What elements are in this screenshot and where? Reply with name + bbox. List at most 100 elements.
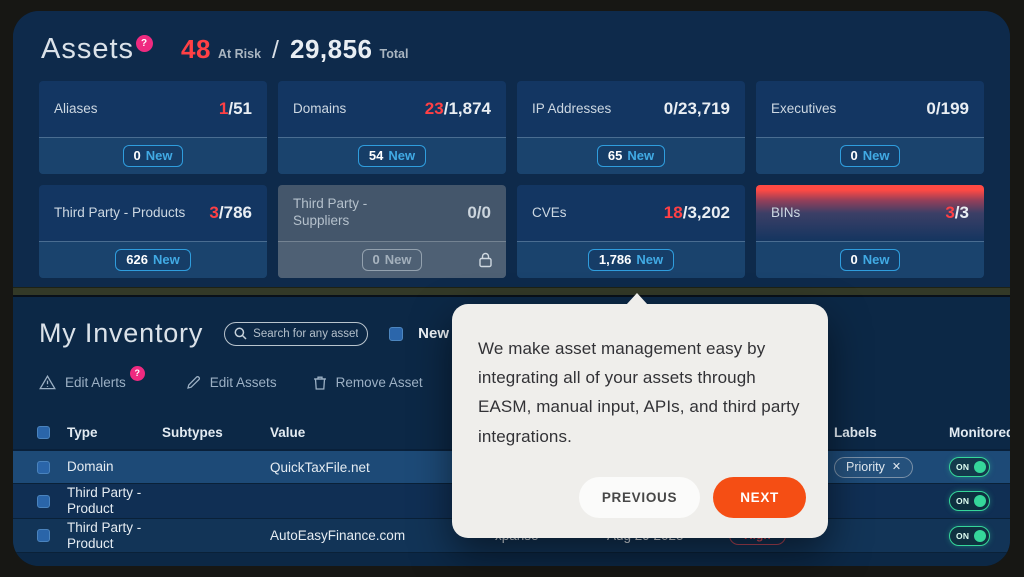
- card-risk: 0: [663, 99, 674, 118]
- card-name: BINs: [771, 204, 801, 220]
- search-icon: [234, 327, 247, 340]
- card-risk: 3: [945, 203, 955, 222]
- new-count-button[interactable]: 626 New: [115, 249, 191, 271]
- card-total: 0: [481, 203, 491, 222]
- row-checkbox[interactable]: [37, 529, 50, 542]
- total-count: 29,856: [289, 34, 373, 64]
- card-band: 65 New: [517, 137, 745, 174]
- card-count: 0/23,719: [664, 99, 730, 119]
- asset-card-executives[interactable]: Executives 0/199 0 New: [756, 81, 984, 174]
- cell-type: Domain: [67, 459, 114, 475]
- card-count: 1/51: [219, 99, 252, 119]
- card-name: CVEs: [532, 204, 567, 220]
- new-count: 0: [133, 148, 141, 163]
- card-risk: 18: [663, 203, 683, 222]
- select-all-checkbox[interactable]: [37, 426, 50, 439]
- card-sep: /: [443, 99, 449, 118]
- assets-panel: Assets? 48 At Risk / 29,856 Total Aliase…: [13, 11, 1010, 287]
- card-total: 23,719: [678, 99, 730, 118]
- new-label: New: [627, 148, 655, 163]
- assets-stats: 48 At Risk / 29,856 Total: [181, 34, 408, 65]
- card-sep: /: [228, 99, 234, 118]
- label-pill[interactable]: Priority ✕: [834, 456, 914, 478]
- app-window: Assets? 48 At Risk / 29,856 Total Aliase…: [13, 11, 1010, 566]
- new-count: 626: [126, 252, 148, 267]
- new-count: 65: [607, 148, 623, 163]
- col-labels: Labels: [834, 425, 877, 440]
- new-label: New: [384, 252, 412, 267]
- new-count: 1,786: [598, 252, 632, 267]
- card-risk: 3: [209, 203, 219, 222]
- card-risk: 0: [926, 99, 936, 118]
- stats-slash: /: [272, 36, 279, 64]
- inventory-toolbar: Edit Alerts ? Edit Assets Remove Asset +…: [13, 349, 1010, 393]
- toggle-label: ON: [956, 496, 970, 506]
- edit-alerts-button[interactable]: Edit Alerts ?: [39, 365, 150, 390]
- new-label: New: [388, 148, 416, 163]
- edit-assets-button[interactable]: Edit Assets: [186, 375, 277, 390]
- search-input[interactable]: [253, 327, 359, 340]
- card-count: 3/786: [209, 203, 252, 223]
- remove-label-icon[interactable]: ✕: [891, 461, 902, 473]
- asset-card-cves[interactable]: CVEs 18/3,202 1,786 New: [517, 185, 745, 278]
- total-label: Total: [379, 47, 409, 61]
- card-total: 786: [223, 203, 252, 222]
- card-sep: /: [682, 203, 688, 222]
- asset-card-third-party-products[interactable]: Third Party - Products 3/786 626 New: [39, 185, 267, 278]
- new-filter-checkbox[interactable]: [389, 326, 404, 341]
- card-name: Third Party - Suppliers: [293, 196, 368, 228]
- new-count-button[interactable]: 0 New: [122, 145, 184, 167]
- row-checkbox[interactable]: [37, 460, 50, 474]
- card-top: CVEs 18/3,202: [517, 185, 745, 241]
- previous-button[interactable]: PREVIOUS: [578, 477, 701, 518]
- asset-card-third-party-suppliers: Third Party - Suppliers 0/0 0 New: [278, 185, 506, 278]
- cell-value: QuickTaxFile.net: [270, 459, 370, 475]
- card-sep: /: [954, 203, 960, 222]
- at-risk-count: 48: [181, 34, 211, 64]
- remove-asset-button[interactable]: Remove Asset: [313, 375, 423, 390]
- new-label: New: [152, 252, 180, 267]
- next-button[interactable]: NEXT: [713, 477, 806, 518]
- asset-cards-grid: Aliases 1/51 0 New Domains 23/1,874 54 New: [39, 81, 984, 278]
- toggle-label: ON: [956, 462, 970, 472]
- asset-card-ip-addresses[interactable]: IP Addresses 0/23,719 65 New: [517, 81, 745, 174]
- card-count: 23/1,874: [425, 99, 491, 119]
- panel-divider: [13, 287, 1010, 297]
- col-type: Type: [67, 425, 98, 440]
- monitored-toggle[interactable]: ON: [949, 525, 990, 546]
- edit-alerts-label: Edit Alerts: [65, 374, 126, 390]
- toggle-knob: [974, 529, 986, 542]
- col-monitored: Monitored: [949, 425, 1010, 440]
- card-top: Executives 0/199: [756, 81, 984, 137]
- new-count: 0: [850, 252, 858, 267]
- card-sep: /: [218, 203, 224, 222]
- asset-card-domains[interactable]: Domains 23/1,874 54 New: [278, 81, 506, 174]
- asset-card-aliases[interactable]: Aliases 1/51 0 New: [39, 81, 267, 174]
- card-count: 0/0: [467, 203, 491, 223]
- new-count-button[interactable]: 65 New: [596, 145, 666, 167]
- new-count-button[interactable]: 0 New: [839, 249, 901, 271]
- new-count: 54: [368, 148, 384, 163]
- remove-asset-label: Remove Asset: [335, 374, 423, 390]
- new-count-button[interactable]: 1,786 New: [587, 249, 675, 271]
- card-risk: 1: [218, 99, 229, 118]
- asset-card-bins[interactable]: BINs 3/3 0 New: [756, 185, 984, 278]
- card-band: 0 New: [278, 241, 506, 278]
- cell-value: AutoEasyFinance.com: [270, 528, 406, 543]
- card-total: 51: [233, 99, 252, 118]
- trash-icon: [313, 375, 327, 390]
- help-badge-icon[interactable]: ?: [136, 35, 154, 52]
- card-count: 18/3,202: [664, 203, 730, 223]
- at-risk-label: At Risk: [217, 47, 262, 61]
- new-count-button[interactable]: 0 New: [839, 145, 901, 167]
- monitored-toggle[interactable]: ON: [949, 491, 990, 511]
- edit-assets-label: Edit Assets: [209, 374, 277, 390]
- monitored-toggle[interactable]: ON: [949, 457, 990, 477]
- asset-search-box[interactable]: [224, 321, 369, 346]
- tour-popover: We make asset management easy by integra…: [452, 293, 828, 538]
- row-checkbox[interactable]: [37, 494, 50, 508]
- card-total: 1,874: [448, 99, 491, 118]
- card-total: 3,202: [687, 203, 730, 222]
- cell-type: Third Party - Product: [67, 519, 142, 551]
- new-count-button[interactable]: 54 New: [357, 145, 427, 167]
